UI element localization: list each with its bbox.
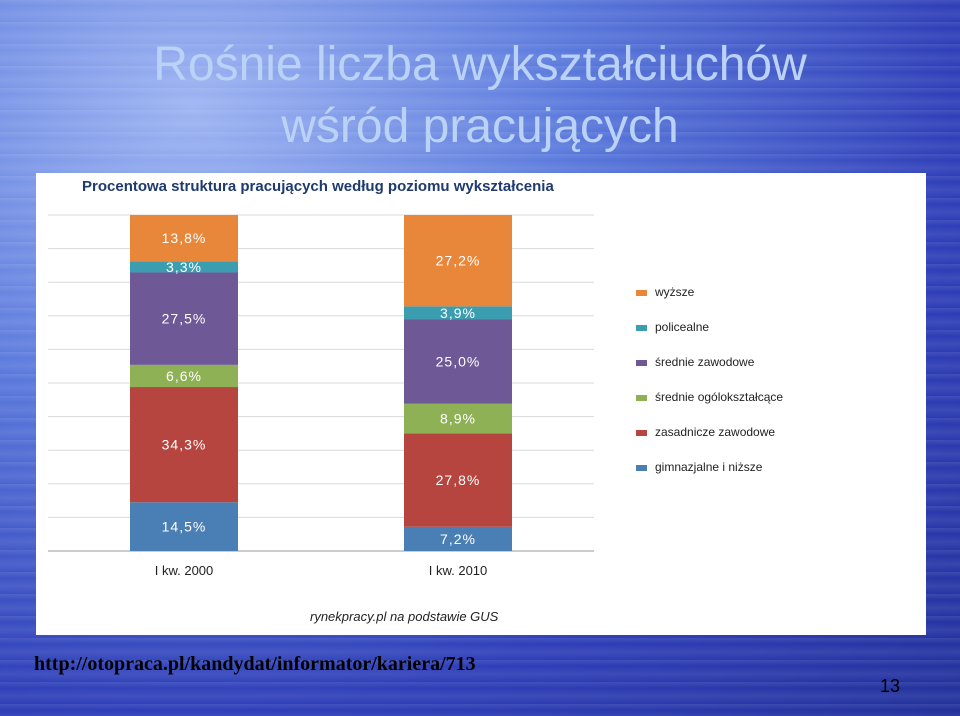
bar-segment bbox=[130, 261, 238, 273]
data-label: 27,2% bbox=[436, 253, 481, 269]
bar-segment bbox=[130, 215, 238, 262]
data-label: 14,5% bbox=[162, 519, 207, 535]
legend-swatch bbox=[636, 360, 647, 366]
legend-swatch bbox=[636, 395, 647, 401]
chart-title: Procentowa struktura pracujących według … bbox=[82, 178, 554, 195]
bar-segment bbox=[130, 502, 238, 551]
data-label: 13,8% bbox=[162, 230, 207, 246]
legend-swatch bbox=[636, 430, 647, 436]
page-number: 13 bbox=[880, 676, 901, 696]
legend-swatch bbox=[636, 325, 647, 331]
bar-segment bbox=[404, 215, 512, 307]
category-label: I kw. 2000 bbox=[155, 563, 214, 578]
bar-segment bbox=[404, 403, 512, 434]
stacked-bar-chart: Procentowa struktura pracujących według … bbox=[48, 178, 783, 624]
legend-swatch bbox=[636, 290, 647, 296]
data-label: 6,6% bbox=[166, 368, 202, 384]
data-label: 8,9% bbox=[440, 410, 476, 426]
legend-label: zasadnicze zawodowe bbox=[655, 425, 775, 439]
data-label: 27,5% bbox=[162, 311, 207, 327]
category-label: I kw. 2010 bbox=[429, 563, 488, 578]
data-label: 7,2% bbox=[440, 531, 476, 547]
data-label: 3,9% bbox=[440, 305, 476, 321]
bar-segment bbox=[130, 387, 238, 503]
legend-label: gimnazjalne i niższe bbox=[655, 460, 763, 474]
bar-segment bbox=[404, 433, 512, 527]
chart-panel: Procentowa struktura pracujących według … bbox=[36, 173, 926, 635]
bar-segment bbox=[130, 272, 238, 365]
bar-segment bbox=[404, 306, 512, 320]
source-link[interactable]: http://otopraca.pl/kandydat/informator/k… bbox=[34, 653, 476, 675]
legend-label: wyższe bbox=[654, 285, 695, 299]
chart-source: rynekpracy.pl na podstawie GUS bbox=[310, 609, 499, 624]
legend-swatch bbox=[636, 465, 647, 471]
legend-label: policealne bbox=[655, 320, 709, 334]
data-label: 34,3% bbox=[162, 437, 207, 453]
data-label: 3,3% bbox=[166, 259, 202, 275]
bar-segment bbox=[404, 526, 512, 551]
legend-label: średnie zawodowe bbox=[655, 355, 755, 369]
bar-segment bbox=[404, 319, 512, 404]
data-label: 27,8% bbox=[436, 472, 481, 488]
slide-title-line-2: wśród pracujących bbox=[281, 100, 679, 153]
bar-segment bbox=[130, 364, 238, 388]
legend-label: średnie ogólokształcące bbox=[655, 390, 783, 404]
slide-title-line-1: Rośnie liczba wykształciuchów bbox=[153, 38, 807, 91]
data-label: 25,0% bbox=[436, 353, 481, 369]
